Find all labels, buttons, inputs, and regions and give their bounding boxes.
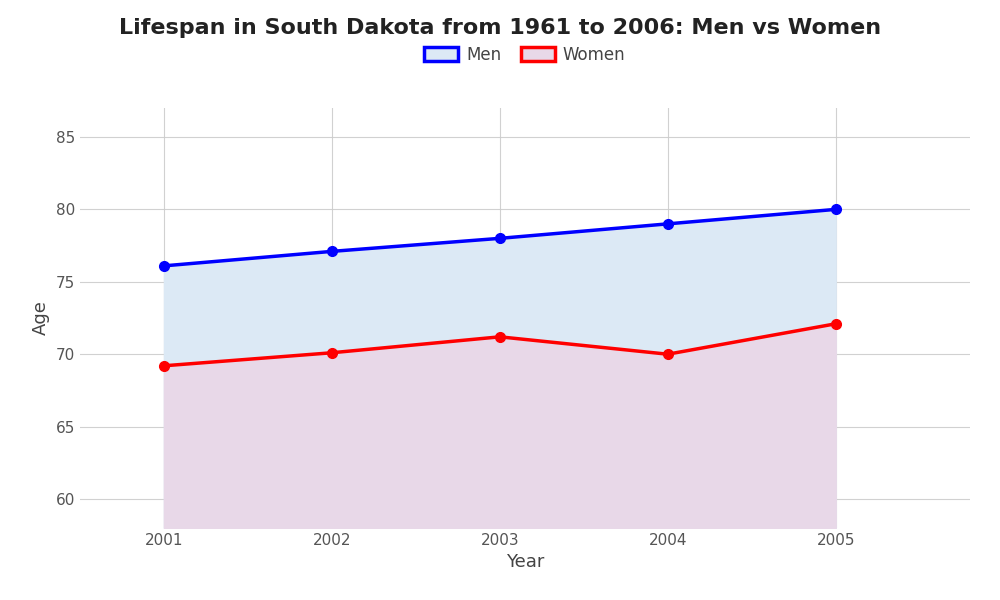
Text: Lifespan in South Dakota from 1961 to 2006: Men vs Women: Lifespan in South Dakota from 1961 to 20… [119, 18, 881, 38]
Men [494, 235, 506, 242]
Line: Women: Women [159, 319, 841, 371]
Line: Men: Men [159, 205, 841, 271]
Men [326, 248, 338, 255]
Men [158, 262, 170, 269]
X-axis label: Year: Year [506, 553, 544, 571]
Men [830, 206, 842, 213]
Women [326, 349, 338, 356]
Legend: Men, Women: Men, Women [419, 41, 631, 69]
Y-axis label: Age: Age [32, 301, 50, 335]
Women [494, 333, 506, 340]
Women [830, 320, 842, 328]
Men [662, 220, 674, 227]
Women [158, 362, 170, 370]
Women [662, 350, 674, 358]
